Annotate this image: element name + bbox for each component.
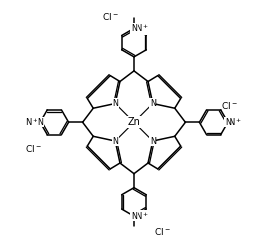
Text: Cl$^-$: Cl$^-$	[102, 11, 119, 22]
Text: N: N	[150, 137, 156, 145]
Text: N: N	[131, 24, 137, 33]
Text: N: N	[131, 212, 137, 221]
Text: N$^+$: N$^+$	[25, 116, 39, 128]
Text: Zn: Zn	[128, 117, 140, 127]
Text: N: N	[225, 118, 231, 127]
Text: N: N	[131, 24, 137, 33]
Text: Cl$^-$: Cl$^-$	[154, 226, 171, 237]
Text: N: N	[150, 99, 156, 108]
Text: N$^+$: N$^+$	[228, 116, 242, 128]
Text: N: N	[131, 212, 137, 221]
Text: N: N	[112, 137, 118, 145]
Text: Zn: Zn	[128, 117, 140, 127]
Text: N: N	[112, 99, 118, 108]
Text: Cl$^-$: Cl$^-$	[221, 100, 238, 111]
Text: N: N	[112, 137, 118, 145]
Text: N$^+$: N$^+$	[135, 210, 149, 222]
Text: N: N	[37, 118, 43, 127]
Text: Cl$^-$: Cl$^-$	[25, 143, 42, 154]
Text: N: N	[225, 118, 231, 127]
Text: N: N	[150, 99, 156, 108]
Text: N: N	[37, 118, 43, 127]
Text: N: N	[150, 137, 156, 145]
Text: N: N	[112, 99, 118, 108]
Text: N$^+$: N$^+$	[135, 22, 149, 34]
